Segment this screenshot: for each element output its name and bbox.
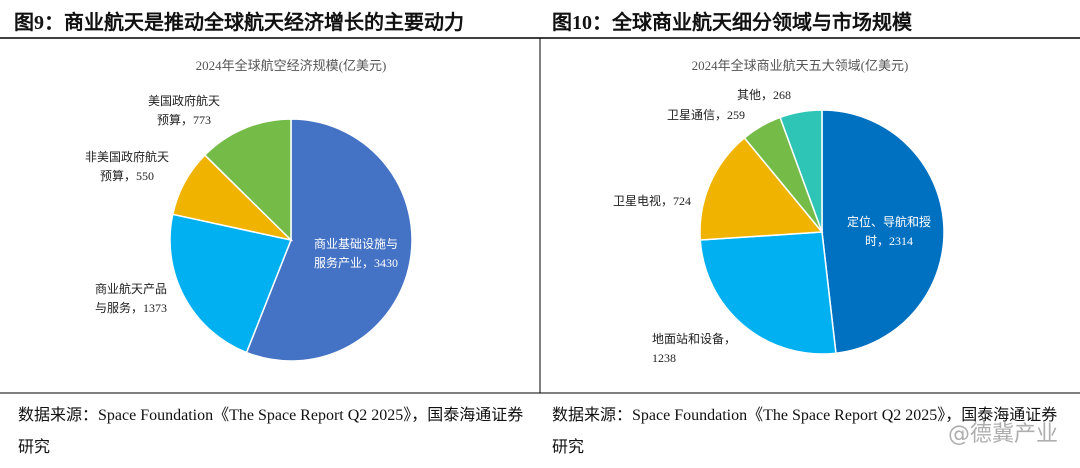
separator: ， xyxy=(181,113,194,127)
slice-label: 地面站和设备， 1238 xyxy=(652,330,740,368)
slice-label: 卫星通信，259 xyxy=(667,106,767,125)
slice-name: 非美国政府航天预算 xyxy=(84,150,169,183)
slice-value: 773 xyxy=(193,113,212,127)
separator: ， xyxy=(877,234,890,248)
pie-slice xyxy=(169,213,293,354)
separator: ， xyxy=(124,169,137,183)
pie-slice xyxy=(779,109,823,233)
slice-label: 美国政府航天预算，773 xyxy=(145,92,223,130)
slice-value: 1238 xyxy=(652,351,676,365)
pie-slice xyxy=(699,231,837,355)
slice-label: 其他，268 xyxy=(737,86,837,105)
slice-name: 美国政府航天预算 xyxy=(147,94,220,127)
slice-label: 商业基础设施与服务产业，3430 xyxy=(312,235,400,273)
separator: ， xyxy=(724,332,737,346)
source-note: 数据来源：Space Foundation《The Space Report Q… xyxy=(18,407,524,456)
chart-title: 2024年全球商业航天五大领域(亿美元) xyxy=(692,58,909,73)
slice-value: 550 xyxy=(136,169,155,183)
slice-name: 卫星电视 xyxy=(613,194,662,208)
source-note: 数据来源：Space Foundation《The Space Report Q… xyxy=(552,407,1058,456)
slice-label: 定位、导航和授时，2314 xyxy=(845,213,933,251)
separator: ， xyxy=(715,108,728,122)
slice-value: 259 xyxy=(727,108,746,122)
slice-name: 卫星通信 xyxy=(667,108,716,122)
slice-label: 商业航天产品与服务，1373 xyxy=(95,280,175,318)
watermark: @德冀产业 xyxy=(947,422,1058,447)
pie-slice xyxy=(699,136,824,241)
slice-name: 其他 xyxy=(737,88,762,102)
figure-title: 图10：全球商业航天细分领域与市场规模 xyxy=(552,12,912,34)
slice-name: 商业基础设施与服务产业 xyxy=(313,237,398,270)
separator: ， xyxy=(131,301,144,315)
slice-name: 地面站和设备 xyxy=(652,332,725,346)
pie-slice xyxy=(245,118,413,362)
chart-title: 2024年全球航空经济规模(亿美元) xyxy=(196,58,387,73)
separator: ， xyxy=(661,194,674,208)
slice-name: 商业航天产品与服务 xyxy=(95,282,168,315)
slice-label: 非美国政府航天预算，550 xyxy=(83,148,171,186)
pie-slice xyxy=(821,109,945,355)
slice-value: 1373 xyxy=(143,301,168,315)
slice-label: 卫星电视，724 xyxy=(613,192,733,211)
figure-title: 图9：商业航天是推动全球航天经济增长的主要动力 xyxy=(14,12,464,34)
pie-slice xyxy=(203,118,292,242)
slice-value: 268 xyxy=(773,88,792,102)
slice-value: 724 xyxy=(673,194,692,208)
slice-name: 定位、导航和授时 xyxy=(846,215,931,248)
separator: ， xyxy=(362,256,375,270)
separator: ， xyxy=(761,88,774,102)
slice-value: 2314 xyxy=(889,234,914,248)
slice-value: 3430 xyxy=(374,256,399,270)
